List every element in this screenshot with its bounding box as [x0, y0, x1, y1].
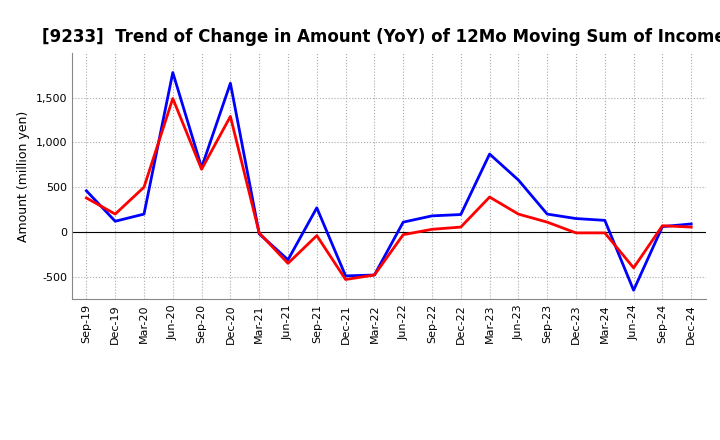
- Ordinary Income: [284, 257, 292, 262]
- Ordinary Income: [370, 272, 379, 278]
- Ordinary Income: [572, 216, 580, 221]
- Ordinary Income: [197, 165, 206, 170]
- Net Income: [687, 224, 696, 230]
- Ordinary Income: [111, 219, 120, 224]
- Ordinary Income: [600, 218, 609, 223]
- Net Income: [428, 227, 436, 232]
- Ordinary Income: [485, 151, 494, 157]
- Net Income: [140, 184, 148, 190]
- Ordinary Income: [543, 212, 552, 217]
- Ordinary Income: [658, 224, 667, 229]
- Net Income: [399, 232, 408, 237]
- Net Income: [370, 272, 379, 278]
- Net Income: [629, 265, 638, 271]
- Ordinary Income: [168, 70, 177, 75]
- Net Income: [168, 96, 177, 101]
- Ordinary Income: [82, 188, 91, 194]
- Net Income: [514, 212, 523, 217]
- Net Income: [255, 230, 264, 235]
- Net Income: [600, 230, 609, 235]
- Net Income: [456, 224, 465, 230]
- Net Income: [658, 223, 667, 228]
- Ordinary Income: [629, 288, 638, 293]
- Net Income: [341, 277, 350, 282]
- Line: Net Income: Net Income: [86, 99, 691, 279]
- Net Income: [111, 212, 120, 217]
- Ordinary Income: [140, 212, 148, 217]
- Ordinary Income: [341, 273, 350, 279]
- Net Income: [82, 195, 91, 201]
- Ordinary Income: [399, 220, 408, 225]
- Ordinary Income: [226, 81, 235, 86]
- Ordinary Income: [456, 212, 465, 217]
- Line: Ordinary Income: Ordinary Income: [86, 73, 691, 290]
- Net Income: [543, 220, 552, 225]
- Net Income: [226, 114, 235, 119]
- Net Income: [284, 261, 292, 266]
- Ordinary Income: [255, 231, 264, 236]
- Net Income: [485, 194, 494, 200]
- Ordinary Income: [428, 213, 436, 219]
- Ordinary Income: [514, 177, 523, 183]
- Ordinary Income: [312, 205, 321, 210]
- Y-axis label: Amount (million yen): Amount (million yen): [17, 110, 30, 242]
- Net Income: [197, 167, 206, 172]
- Net Income: [572, 230, 580, 235]
- Net Income: [312, 233, 321, 238]
- Ordinary Income: [687, 221, 696, 227]
- Title: [9233]  Trend of Change in Amount (YoY) of 12Mo Moving Sum of Incomes: [9233] Trend of Change in Amount (YoY) o…: [42, 28, 720, 46]
